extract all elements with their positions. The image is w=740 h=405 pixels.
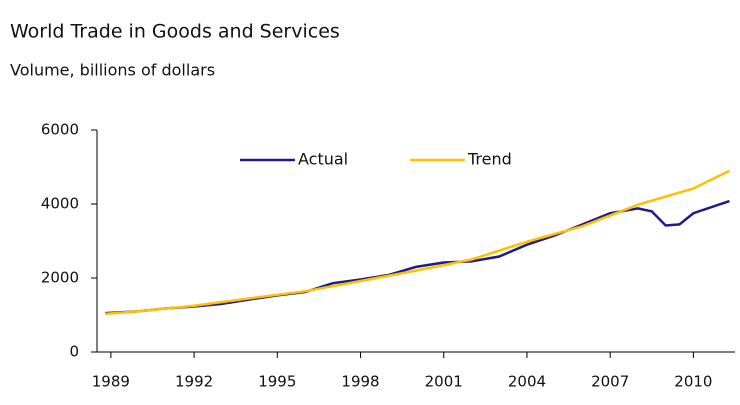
series-line (105, 169, 731, 316)
y-tick-label: 0 (69, 343, 79, 361)
x-tick-label: 2007 (591, 373, 629, 391)
x-tick-label: 1989 (92, 373, 130, 391)
x-tick-label: 1998 (341, 373, 379, 391)
chart-subtitle: Volume, billions of dollars (10, 61, 215, 80)
x-tick-label: 2001 (425, 373, 463, 391)
x-tick-label: 1992 (175, 373, 213, 391)
legend-label: Trend (467, 150, 512, 169)
series-line (105, 199, 730, 315)
chart-title: World Trade in Goods and Services (10, 21, 340, 43)
legend-label: Actual (298, 150, 348, 169)
y-tick-label: 6000 (41, 121, 79, 139)
x-tick-label: 2004 (508, 373, 546, 391)
x-tick-label: 2010 (674, 373, 712, 391)
y-tick-label: 2000 (41, 269, 79, 287)
y-tick-label: 4000 (41, 195, 79, 213)
x-tick-label: 1995 (258, 373, 296, 391)
